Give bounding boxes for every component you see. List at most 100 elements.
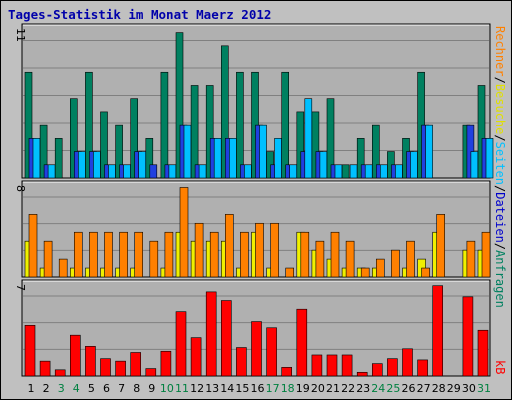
panel-middle [21, 180, 491, 278]
bar-anfragen-day-5 [85, 71, 93, 179]
y-tick-label: 11 [14, 28, 27, 42]
legend-seiten: Seiten [493, 142, 507, 185]
bar-rechner-day-14 [225, 214, 234, 278]
bar-anfragen-day-20 [311, 111, 320, 179]
bar-anfragen-day-13 [205, 85, 214, 179]
bar-rechner-day-19 [300, 231, 310, 278]
legend-top-labels: Rechner/Besuche/Seiten/Dateien/Anfragen [493, 26, 507, 308]
x-tick-label: 6 [103, 382, 110, 395]
x-tick-label: 17 [266, 382, 280, 395]
y-tick-label: 8 [14, 185, 27, 192]
x-tick-label: 15 [235, 382, 249, 395]
bar-rechner-day-4 [74, 231, 83, 278]
bar-seiten-day-7 [123, 164, 131, 179]
x-tick-label: 27 [417, 382, 431, 395]
bar-kb-day-5 [85, 346, 96, 377]
bar-anfragen-day-21 [326, 98, 335, 179]
bar-kb-day-3 [54, 369, 66, 377]
bar-anfragen-day-14 [221, 45, 229, 179]
legend-besuche: Besuche [493, 84, 507, 135]
bar-rechner-day-16 [255, 222, 264, 278]
bar-rechner-day-27 [421, 267, 430, 278]
x-tick-label: 19 [296, 382, 310, 395]
legend-rechner: Rechner [493, 26, 507, 77]
bar-seiten-day-5 [93, 151, 101, 179]
x-tick-label: 21 [326, 382, 340, 395]
bar-seiten-day-27 [425, 124, 433, 179]
bar-kb-day-26 [402, 348, 413, 377]
bar-kb-day-8 [130, 352, 141, 377]
bar-rechner-day-25 [391, 249, 400, 278]
bar-kb-day-12 [190, 337, 202, 377]
bar-seiten-day-20 [319, 151, 328, 179]
bar-kb-day-15 [236, 347, 247, 377]
bar-anfragen-day-12 [190, 85, 199, 179]
bar-anfragen-day-1 [24, 71, 33, 179]
x-tick-label: 25 [386, 382, 400, 395]
legend-vertical: Rechner/Besuche/Seiten/Dateien/Anfragen k… [493, 26, 507, 374]
bar-rechner-day-18 [285, 267, 295, 278]
bar-anfragen-day-2 [39, 124, 48, 179]
bar-rechner-day-11 [179, 187, 189, 278]
bar-kb-day-20 [311, 354, 323, 377]
bar-rechner-day-5 [89, 231, 98, 278]
x-tick-label: 29 [447, 382, 461, 395]
x-tick-label: 4 [73, 382, 80, 395]
bar-anfragen-day-15 [236, 71, 244, 179]
bar-seiten-day-19 [304, 98, 313, 179]
bar-rechner-day-7 [119, 231, 128, 278]
x-tick-label: 26 [402, 382, 416, 395]
x-tick-label: 30 [462, 382, 476, 395]
bar-rechner-day-1 [28, 214, 38, 278]
bar-seiten-day-10 [168, 164, 177, 179]
bar-anfragen-day-6 [100, 111, 108, 179]
bar-seiten-day-14 [229, 138, 237, 179]
bar-kb-day-9 [145, 368, 157, 377]
bar-rechner-day-2 [43, 240, 53, 278]
bar-kb-day-24 [371, 363, 383, 377]
x-tick-label: 7 [118, 382, 125, 395]
bar-seiten-day-23 [364, 164, 373, 179]
bar-rechner-day-12 [194, 222, 204, 278]
x-tick-label: 14 [220, 382, 234, 395]
y-axis-labels: 11 8 7 [14, 28, 27, 291]
bar-kb-day-21 [326, 354, 338, 377]
x-tick-label: 13 [205, 382, 219, 395]
bar-rechner-day-17 [270, 222, 279, 278]
x-tick-label: 18 [281, 382, 295, 395]
bar-kb-day-19 [296, 308, 308, 377]
bar-seiten-day-25 [395, 164, 403, 179]
bar-seiten-day-1 [32, 138, 41, 179]
bar-rechner-day-10 [164, 231, 174, 278]
bar-seiten-day-2 [47, 164, 56, 179]
x-tick-label: 31 [477, 382, 491, 395]
legend-dateien: Dateien [493, 192, 507, 243]
bar-kb-day-28 [432, 285, 444, 377]
bar-seiten-day-12 [198, 164, 207, 179]
bar-rechner-day-23 [360, 267, 370, 278]
bar-seiten-day-18 [289, 164, 298, 179]
x-tick-label: 5 [88, 382, 95, 395]
panel-bottom [21, 279, 491, 377]
bar-kb-day-22 [341, 354, 353, 377]
x-axis: 1 2 3 4 5 6 7 8 9 10 11 12 13 14 15 16 17 18 19 20 21 22 23 24 2… [28, 382, 492, 395]
chart-title: Tages-Statistik im Monat Maerz 2012 [8, 7, 272, 22]
bar-anfragen-day-18 [281, 71, 290, 179]
bar-kb-day-13 [205, 291, 217, 377]
x-tick-label: 2 [43, 382, 50, 395]
x-tick-label: 22 [341, 382, 355, 395]
bar-anfragen-day-23 [356, 138, 365, 179]
bar-seiten-day-24 [379, 164, 388, 179]
bar-kb-day-23 [356, 371, 368, 377]
bar-seiten-day-16 [259, 124, 267, 179]
bar-anfragen-day-22 [341, 164, 350, 179]
x-tick-label: 10 [160, 382, 174, 395]
bar-rechner-day-15 [240, 231, 249, 278]
bar-kb-day-25 [387, 358, 398, 377]
bar-kb-day-30 [462, 296, 474, 377]
bar-kb-day-16 [251, 321, 262, 377]
x-tick-label: 20 [311, 382, 325, 395]
bar-kb-day-27 [417, 359, 428, 377]
x-tick-label: 28 [432, 382, 446, 395]
